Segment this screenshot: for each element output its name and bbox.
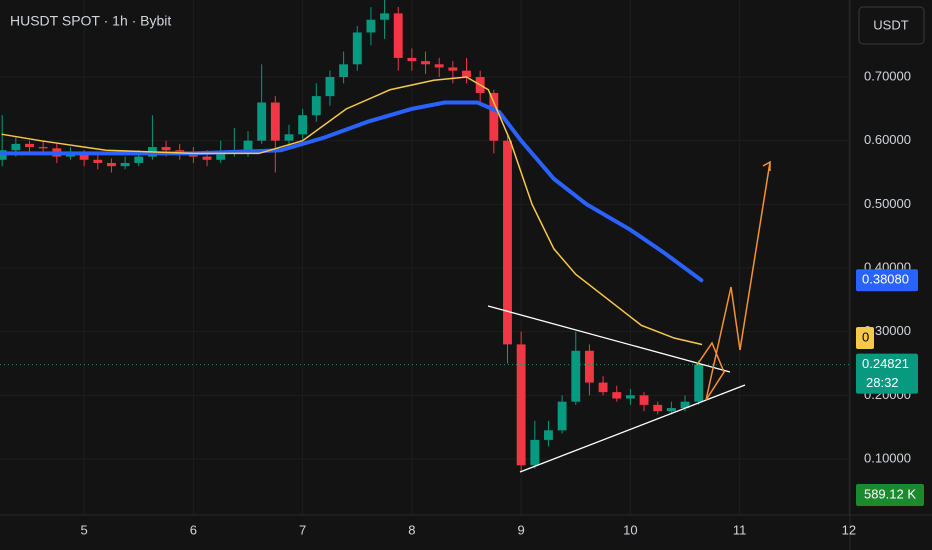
x-tick-label: 12 <box>842 522 856 537</box>
candle-body <box>694 364 704 402</box>
candle-body <box>79 153 89 160</box>
ma-tag <box>856 327 874 350</box>
candle-body <box>598 382 608 393</box>
x-tick-label: 7 <box>299 522 306 537</box>
candle-body <box>680 401 690 409</box>
countdown-label: 28:32 <box>866 375 899 390</box>
candle-body <box>366 19 376 33</box>
plot <box>0 0 850 472</box>
candle-body <box>571 350 581 402</box>
candle-body <box>352 32 362 65</box>
projection-arrow <box>762 160 771 171</box>
candle-body <box>434 64 444 68</box>
currency-label: USDT <box>873 17 908 32</box>
candle-body <box>257 102 267 141</box>
trendline-upper <box>487 305 731 373</box>
x-tick-label: 9 <box>518 522 525 537</box>
x-tick-label: 10 <box>623 522 637 537</box>
chart-title: HUSDT SPOT · 1h · Bybit <box>10 13 171 29</box>
currency-button[interactable] <box>858 6 925 45</box>
candle-body <box>325 77 335 97</box>
x-tick-label: 11 <box>733 522 747 537</box>
candle-body <box>653 404 663 412</box>
candle-body <box>639 395 649 405</box>
candle-body <box>489 92 499 141</box>
candle-body <box>530 439 540 466</box>
candle-body <box>557 401 567 431</box>
candle-body <box>284 134 294 141</box>
slow-tag-label: 0.38080 <box>862 272 909 287</box>
candle-body <box>448 67 458 71</box>
moving-average <box>0 100 704 283</box>
candle-body <box>120 162 130 167</box>
candle-body <box>584 350 594 383</box>
candle-body <box>407 57 417 62</box>
candle-body <box>38 147 48 149</box>
candle-body <box>393 13 403 58</box>
candle-body <box>270 102 280 141</box>
ma-tag-label: 0 <box>862 329 869 344</box>
y-tick-label: 0.60000 <box>864 132 911 147</box>
candle-body <box>339 64 349 78</box>
candle-body <box>134 156 144 163</box>
candle-body <box>311 96 321 116</box>
y-tick-label: 0.50000 <box>864 196 911 211</box>
price-tag-label: 0.24821 <box>862 356 909 371</box>
candle-body <box>666 408 676 412</box>
x-tick-label: 6 <box>190 522 197 537</box>
x-tick-label: 5 <box>81 522 88 537</box>
candle-body <box>462 70 471 78</box>
moving-average <box>1 76 703 346</box>
candle-body <box>544 430 553 440</box>
candle-body <box>625 395 635 399</box>
candle-body <box>161 147 171 151</box>
candle-body <box>516 344 526 466</box>
candle-body <box>107 162 116 167</box>
price-tag <box>856 353 918 394</box>
candle-body <box>298 115 308 135</box>
candle-body <box>380 13 390 20</box>
candle-body <box>503 140 512 345</box>
volume-tag <box>856 484 924 506</box>
x-tick-label: 8 <box>408 522 415 537</box>
candle-body <box>11 143 21 151</box>
slow-tag <box>856 269 918 292</box>
axis: 0.100000.200000.300000.400000.500000.600… <box>81 68 918 537</box>
candle-body <box>612 392 622 399</box>
candle-body <box>216 153 226 160</box>
candle-body <box>243 140 253 151</box>
trendline-lower <box>519 384 746 473</box>
candle-body <box>202 156 212 160</box>
candle-body <box>25 143 34 148</box>
volume-tag-label: 589.12 K <box>864 486 916 501</box>
projection <box>696 161 771 401</box>
y-tick-label: 0.10000 <box>864 450 911 465</box>
candle-body <box>93 159 103 163</box>
y-tick-label: 0.70000 <box>864 68 911 83</box>
candle-body <box>421 61 430 65</box>
y-tick-label: 0.30000 <box>864 323 911 338</box>
